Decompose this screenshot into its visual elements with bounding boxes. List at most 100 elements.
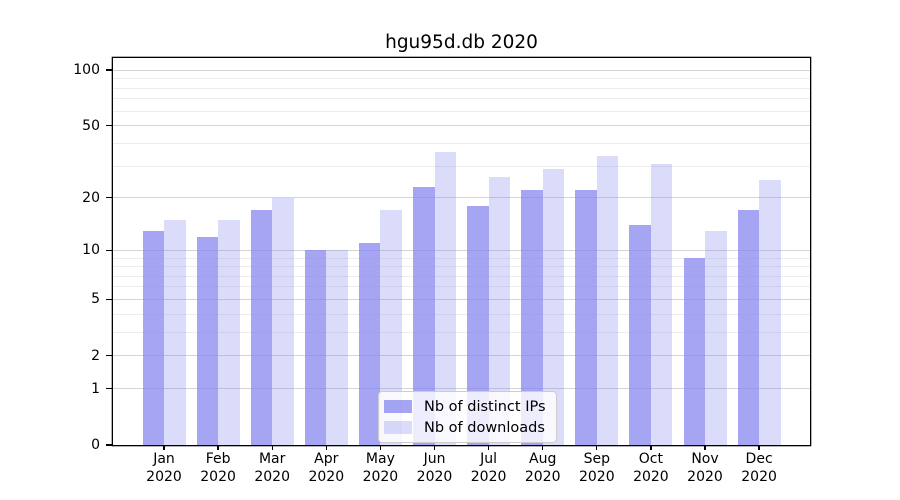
y-tick-mark: [106, 124, 113, 127]
gridline-minor: [113, 98, 810, 100]
gridline-major: [113, 388, 810, 390]
x-tick-month: Jan: [153, 451, 175, 467]
x-tick-label-jan: Jan 2020: [129, 451, 199, 486]
y-tick-mark: [106, 388, 113, 390]
x-tick-label-feb: Feb 2020: [183, 451, 253, 486]
bar-nb-of-downloads-apr: [326, 250, 348, 445]
y-tick-label: 50: [82, 117, 100, 134]
legend-swatch-downloads: [384, 420, 412, 435]
gridline-minor: [113, 331, 810, 333]
x-tick-month: Jul: [480, 451, 498, 467]
gridline-minor: [113, 275, 810, 277]
x-tick-month: Dec: [745, 451, 773, 467]
x-tick-label-dec: Dec 2020: [724, 451, 794, 486]
x-tick-year: 2020: [200, 468, 236, 485]
legend-item-distinct-ips: Nb of distinct IPs: [384, 397, 546, 416]
x-tick-year: 2020: [578, 468, 615, 485]
bar-nb-of-downloads-mar: [272, 197, 294, 445]
x-tick-label-jun: Jun 2020: [400, 451, 470, 486]
x-tick-month: Feb: [205, 451, 231, 467]
bar-nb-of-distinct-ips-feb: [196, 236, 219, 445]
y-tick-mark: [106, 249, 113, 251]
x-tick-mark: [379, 445, 382, 450]
x-tick-label-mar: Mar 2020: [237, 451, 307, 486]
chart-title: hgu95d.db 2020: [385, 32, 538, 53]
x-tick-mark: [650, 445, 652, 450]
x-tick-year: 2020: [254, 468, 290, 485]
y-tick-label: 20: [82, 189, 100, 206]
y-tick-label: 0: [91, 437, 100, 453]
x-tick-label-sep: Sep 2020: [562, 451, 632, 486]
gridline-major: [113, 249, 810, 251]
bar-nb-of-distinct-ips-jun: [413, 186, 435, 445]
x-tick-year: 2020: [633, 468, 669, 485]
bar-nb-of-distinct-ips-apr: [304, 250, 327, 445]
legend-item-downloads: Nb of downloads: [384, 418, 546, 437]
x-tick-month: Jun: [423, 451, 446, 467]
bar-nb-of-downloads-jun: [434, 151, 456, 445]
x-tick-month: Aug: [529, 451, 557, 467]
gridline-minor: [113, 78, 810, 80]
y-tick-mark: [106, 197, 113, 199]
gridline-minor: [113, 266, 810, 268]
plot-area: [113, 58, 810, 445]
bar-nb-of-downloads-nov: [705, 230, 727, 445]
y-tick-mark: [106, 69, 113, 71]
bar-nb-of-downloads-jan: [164, 219, 186, 445]
gridline-major: [113, 69, 810, 71]
x-tick-mark: [758, 445, 760, 450]
x-tick-label-aug: Aug 2020: [508, 451, 578, 486]
x-tick-mark: [433, 445, 436, 450]
x-tick-label-may: May 2020: [345, 451, 415, 486]
y-tick-mark: [106, 298, 113, 301]
bar-nb-of-downloads-dec: [759, 180, 781, 445]
x-tick-month: Oct: [638, 451, 663, 467]
x-tick-mark: [217, 445, 219, 450]
bar-nb-of-distinct-ips-mar: [250, 210, 273, 445]
x-tick-mark: [325, 445, 327, 450]
x-tick-mark: [542, 445, 544, 450]
gridline-minor: [113, 165, 810, 167]
x-tick-mark: [704, 445, 706, 450]
legend: Nb of distinct IPs Nb of downloads: [378, 391, 557, 443]
x-tick-label-jul: Jul 2020: [454, 451, 524, 486]
bar-nb-of-distinct-ips-nov: [683, 258, 705, 445]
bar-nb-of-downloads-feb: [218, 219, 240, 445]
y-tick-mark: [106, 444, 113, 446]
x-tick-year: 2020: [146, 468, 182, 485]
bar-nb-of-distinct-ips-jan: [142, 230, 164, 445]
x-tick-year: 2020: [524, 468, 561, 485]
bar-nb-of-downloads-may: [380, 210, 402, 445]
bar-nb-of-downloads-oct: [650, 163, 673, 445]
x-tick-month: Nov: [691, 451, 719, 467]
bar-nb-of-downloads-sep: [596, 156, 619, 445]
bar-nb-of-downloads-aug: [542, 168, 565, 445]
gridline-major: [113, 125, 810, 127]
bar-nb-of-downloads-jul: [488, 177, 511, 445]
bar-nb-of-distinct-ips-oct: [629, 225, 651, 445]
x-tick-month: Mar: [258, 451, 286, 467]
gridline-minor: [113, 286, 810, 288]
gridline-major: [113, 299, 810, 300]
x-tick-mark: [163, 445, 165, 450]
x-tick-month: Apr: [314, 451, 339, 467]
bar-nb-of-distinct-ips-aug: [521, 190, 543, 445]
gridline-minor: [113, 313, 810, 315]
bar-nb-of-distinct-ips-may: [358, 243, 381, 445]
x-tick-year: 2020: [741, 468, 777, 485]
y-tick-label: 100: [73, 62, 100, 79]
x-tick-label-oct: Oct 2020: [616, 451, 686, 486]
bar-nb-of-distinct-ips-dec: [737, 210, 760, 445]
x-tick-mark: [271, 445, 273, 450]
gridline-minor: [113, 110, 810, 112]
x-tick-month: May: [365, 451, 395, 467]
x-tick-year: 2020: [687, 468, 723, 485]
legend-label-distinct-ips: Nb of distinct IPs: [424, 398, 546, 415]
y-tick-label: 1: [91, 380, 100, 397]
x-tick-mark: [596, 445, 598, 450]
x-tick-month: Sep: [583, 451, 610, 467]
x-tick-year: 2020: [362, 468, 399, 485]
legend-label-downloads: Nb of downloads: [424, 419, 545, 436]
x-tick-year: 2020: [308, 468, 345, 485]
